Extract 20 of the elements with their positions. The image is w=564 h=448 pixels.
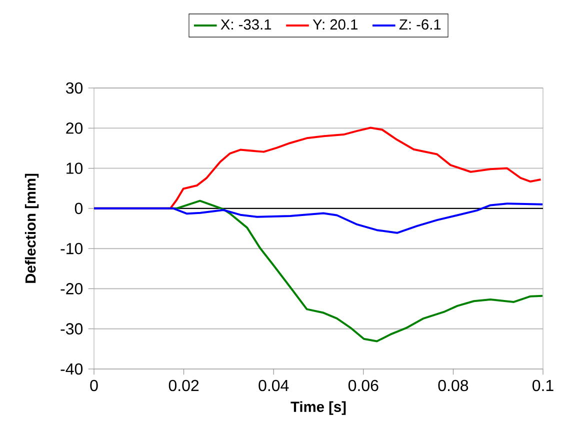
x-tick-label: 0.04 (258, 380, 289, 392)
y-tick-label: -30 (60, 323, 83, 334)
x-tick-label: 0.06 (348, 380, 378, 392)
y-tick-label: 20 (66, 122, 83, 134)
y-axis-title: Deflection [mm] (24, 174, 39, 283)
x-tick-label: 0.1 (532, 380, 554, 392)
line-series (94, 202, 543, 234)
y-tick-label: 10 (66, 162, 83, 174)
y-tick-label: -20 (60, 283, 83, 294)
y-tick-label: 30 (66, 82, 83, 94)
legend-label: Y: 20.1 (312, 19, 358, 30)
x-tick-label: 0 (90, 380, 98, 392)
y-tick-label: -10 (60, 242, 83, 254)
x-axis-title: Time [s] (290, 401, 346, 415)
x-tick-label: 0.02 (168, 380, 199, 392)
y-tick-label: 0 (74, 202, 83, 214)
y-tick-label: -40 (60, 363, 83, 375)
legend-label: X: -33.1 (220, 19, 272, 30)
legend-label: Z: -6.1 (399, 19, 441, 30)
x-tick-label: 0.08 (438, 380, 468, 392)
